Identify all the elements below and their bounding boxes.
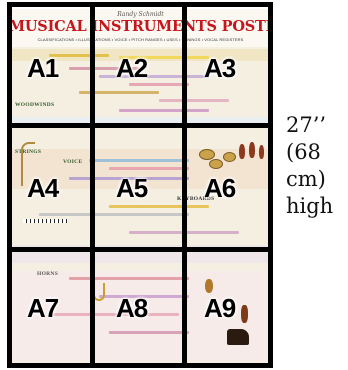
poster-banner xyxy=(9,9,272,47)
grid-divider xyxy=(182,2,187,368)
drum-illustration xyxy=(209,159,223,169)
violin-illustration xyxy=(249,142,255,158)
cell-label-a9: A9 xyxy=(204,293,236,323)
cell-label-a2: A2 xyxy=(116,53,148,83)
grid-divider xyxy=(7,2,273,7)
range-bar xyxy=(109,331,189,334)
cell-label-a6: A6 xyxy=(204,173,236,203)
section-strings: STRINGS xyxy=(15,149,42,155)
cell-label-a3: A3 xyxy=(204,53,236,83)
height-word: high xyxy=(286,194,334,218)
grid-divider xyxy=(7,2,12,368)
range-bar xyxy=(119,109,209,112)
violin-illustration xyxy=(259,145,264,159)
range-bar xyxy=(69,177,189,180)
range-bar xyxy=(99,75,209,78)
range-bar xyxy=(69,67,139,70)
grid-divider xyxy=(7,123,273,128)
range-bar xyxy=(99,295,189,298)
range-bar xyxy=(109,167,189,170)
cell-label-a1: A1 xyxy=(27,53,59,83)
section-horns: HORNS xyxy=(37,271,59,277)
guitar-illustration xyxy=(205,279,213,293)
height-cm-close: cm) xyxy=(286,167,326,191)
height-cm-open: (68 xyxy=(286,140,321,164)
violin-illustration xyxy=(239,144,245,159)
keyboard-illustration xyxy=(23,219,68,223)
range-bar xyxy=(129,83,189,86)
range-bar xyxy=(49,313,179,316)
cell-label-a5: A5 xyxy=(116,173,148,203)
range-bar xyxy=(39,213,189,216)
poster-subtitle: CLASSIFICATIONS • ILLUSTRATIONS • VOICE … xyxy=(37,37,244,42)
range-bar xyxy=(119,56,209,59)
section-voice: VOICE xyxy=(63,159,83,165)
height-annotation: 27’’ (68 cm) high xyxy=(286,112,348,220)
grid-divider xyxy=(90,2,95,368)
range-band xyxy=(9,117,272,126)
section-woodwinds: WOODWINDS xyxy=(15,102,55,108)
range-bar xyxy=(79,91,159,94)
poster-title: MUSICAL INSTRUMENTS POSTER xyxy=(9,18,272,35)
cell-label-a7: A7 xyxy=(27,293,59,323)
range-band xyxy=(9,271,272,361)
piano-illustration xyxy=(227,329,249,345)
grid-divider xyxy=(7,247,273,252)
cell-label-a8: A8 xyxy=(116,293,148,323)
range-bar xyxy=(109,205,209,208)
drum-illustration xyxy=(223,152,236,162)
cell-label-a4: A4 xyxy=(27,173,59,203)
drum-illustration xyxy=(199,149,215,160)
cello-illustration xyxy=(241,305,248,323)
range-bar xyxy=(159,99,229,102)
range-bar xyxy=(89,159,189,162)
grid-divider xyxy=(7,363,273,368)
section-keyboards: KEYBOARDS xyxy=(177,196,215,202)
grid-divider xyxy=(268,2,273,368)
harp-illustration xyxy=(21,142,35,186)
range-bar xyxy=(49,54,109,57)
height-inches: 27’’ xyxy=(286,113,327,137)
poster-signature: Randy Schmidt xyxy=(117,11,164,18)
range-bar xyxy=(69,277,189,280)
